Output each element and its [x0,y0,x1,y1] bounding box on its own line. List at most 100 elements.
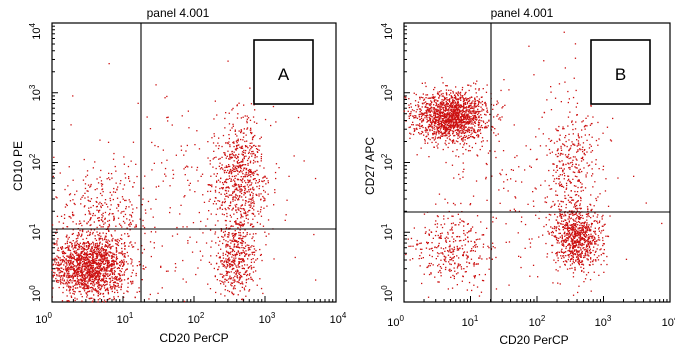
data-point [241,258,243,260]
data-point [250,176,252,178]
data-point [89,274,92,276]
data-point [66,295,68,297]
data-point [65,247,68,249]
data-point [214,197,217,199]
data-point [248,254,250,256]
data-point [252,218,254,220]
data-point [225,142,227,144]
data-point [119,237,122,240]
panel-a-title: panel 4.001 [147,6,210,20]
data-point [103,295,105,298]
data-point [161,245,163,247]
data-point [82,279,84,281]
data-point [89,213,92,215]
data-point [237,199,239,201]
data-point [121,243,123,245]
data-point [219,157,221,160]
data-point [466,108,468,111]
data-point [484,273,486,276]
data-point [79,260,81,263]
data-point [440,111,442,113]
data-point [214,189,217,192]
data-point [82,261,84,263]
data-point [186,144,188,147]
data-point [64,262,66,264]
data-point [176,226,178,229]
data-point [60,247,62,249]
data-point [457,98,459,100]
data-point [79,253,81,255]
data-point [454,129,456,132]
data-point [250,265,252,267]
data-point [428,123,430,126]
data-point [116,282,118,284]
data-point [436,92,439,95]
data-point [444,132,446,134]
data-point [249,170,251,172]
data-point [481,258,483,260]
data-point [433,133,436,135]
data-point [88,213,90,215]
data-point [478,112,480,114]
data-point [251,142,253,144]
data-point [405,97,407,99]
data-point [96,270,98,272]
data-point [244,140,246,143]
data-point [431,101,433,104]
data-point [428,233,430,235]
data-point [426,118,428,120]
data-point [118,240,121,242]
data-point [82,243,84,245]
data-point [464,234,466,236]
data-point [451,108,453,110]
data-point [236,146,238,148]
data-point [130,241,132,243]
data-point [127,278,129,280]
data-point [175,266,177,269]
data-point [130,214,132,216]
data-point [448,94,451,96]
data-point [248,247,250,249]
data-point [246,244,248,246]
data-point [246,264,248,266]
data-point [117,205,120,207]
data-point [224,181,226,183]
data-point [93,262,95,264]
data-point [222,242,224,245]
data-point [113,296,115,298]
data-point [471,130,473,132]
data-point [445,134,447,136]
data-point [248,191,250,193]
data-point [105,301,107,303]
data-point [224,193,226,195]
data-point [450,127,453,129]
data-point [409,113,411,115]
data-point [56,240,58,242]
data-point [465,111,467,113]
data-point [430,110,432,112]
data-point [88,256,90,258]
data-point [232,234,235,237]
data-point [84,205,86,207]
data-point [467,84,469,86]
data-point [466,137,469,140]
data-point [74,275,76,277]
data-point [74,274,76,276]
data-point [221,213,224,215]
data-point [100,203,103,205]
data-point [453,100,456,102]
data-point [102,284,105,286]
data-point [451,287,454,289]
data-point [426,110,428,112]
data-point [445,114,447,116]
data-point [100,261,103,263]
data-point [434,128,436,130]
data-point [71,246,73,248]
data-point [134,226,136,228]
data-point [111,269,113,271]
data-point [256,169,258,171]
data-point [463,110,465,113]
data-point [107,239,109,241]
data-point [458,105,460,107]
data-point [458,124,460,126]
